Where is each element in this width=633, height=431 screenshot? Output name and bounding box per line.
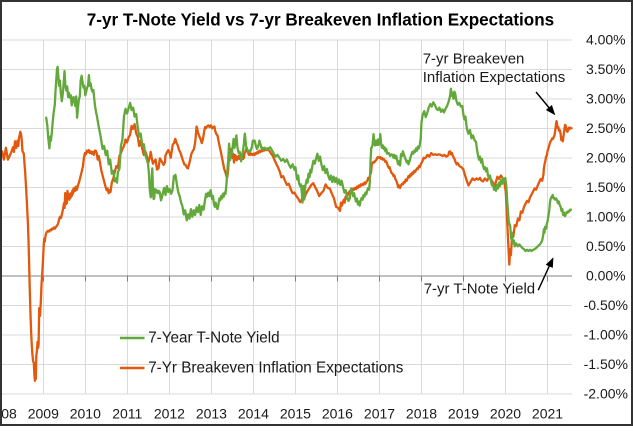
svg-text:7-Yr Breakeven Inflation Expec: 7-Yr Breakeven Inflation Expectations bbox=[148, 360, 404, 377]
svg-text:08: 08 bbox=[1, 405, 17, 421]
svg-text:0.50%: 0.50% bbox=[586, 238, 626, 254]
svg-text:2016: 2016 bbox=[322, 405, 353, 421]
svg-text:3.50%: 3.50% bbox=[586, 61, 626, 77]
svg-text:2018: 2018 bbox=[406, 405, 437, 421]
svg-text:2.00%: 2.00% bbox=[586, 150, 626, 166]
svg-text:2010: 2010 bbox=[70, 405, 101, 421]
svg-text:-2.00%: -2.00% bbox=[584, 386, 628, 402]
svg-text:4.00%: 4.00% bbox=[586, 32, 626, 48]
svg-text:2015: 2015 bbox=[280, 405, 311, 421]
svg-text:2012: 2012 bbox=[154, 405, 185, 421]
svg-text:-1.50%: -1.50% bbox=[584, 356, 628, 372]
svg-text:2.50%: 2.50% bbox=[586, 120, 626, 136]
svg-text:1.00%: 1.00% bbox=[586, 209, 626, 225]
svg-text:0.00%: 0.00% bbox=[586, 268, 626, 284]
svg-text:2021: 2021 bbox=[532, 405, 563, 421]
svg-text:7-yr Breakeven: 7-yr Breakeven bbox=[423, 50, 525, 67]
svg-text:-1.00%: -1.00% bbox=[584, 327, 628, 343]
svg-text:2011: 2011 bbox=[112, 405, 142, 421]
svg-text:-0.50%: -0.50% bbox=[584, 297, 628, 313]
svg-text:2017: 2017 bbox=[364, 405, 395, 421]
svg-text:1.50%: 1.50% bbox=[586, 179, 626, 195]
svg-text:7-yr T-Note Yield: 7-yr T-Note Yield bbox=[424, 281, 535, 298]
svg-text:2019: 2019 bbox=[448, 405, 479, 421]
svg-text:2020: 2020 bbox=[490, 405, 521, 421]
svg-text:2013: 2013 bbox=[196, 405, 227, 421]
svg-text:7-yr T-Note Yield vs 7-yr Brea: 7-yr T-Note Yield vs 7-yr Breakeven Infl… bbox=[87, 11, 554, 30]
svg-text:2014: 2014 bbox=[238, 405, 269, 421]
svg-text:3.00%: 3.00% bbox=[586, 91, 626, 107]
svg-text:2009: 2009 bbox=[28, 405, 59, 421]
svg-text:7-Year T-Note Yield: 7-Year T-Note Yield bbox=[148, 330, 279, 347]
svg-text:Inflation Expectations: Inflation Expectations bbox=[423, 69, 566, 86]
